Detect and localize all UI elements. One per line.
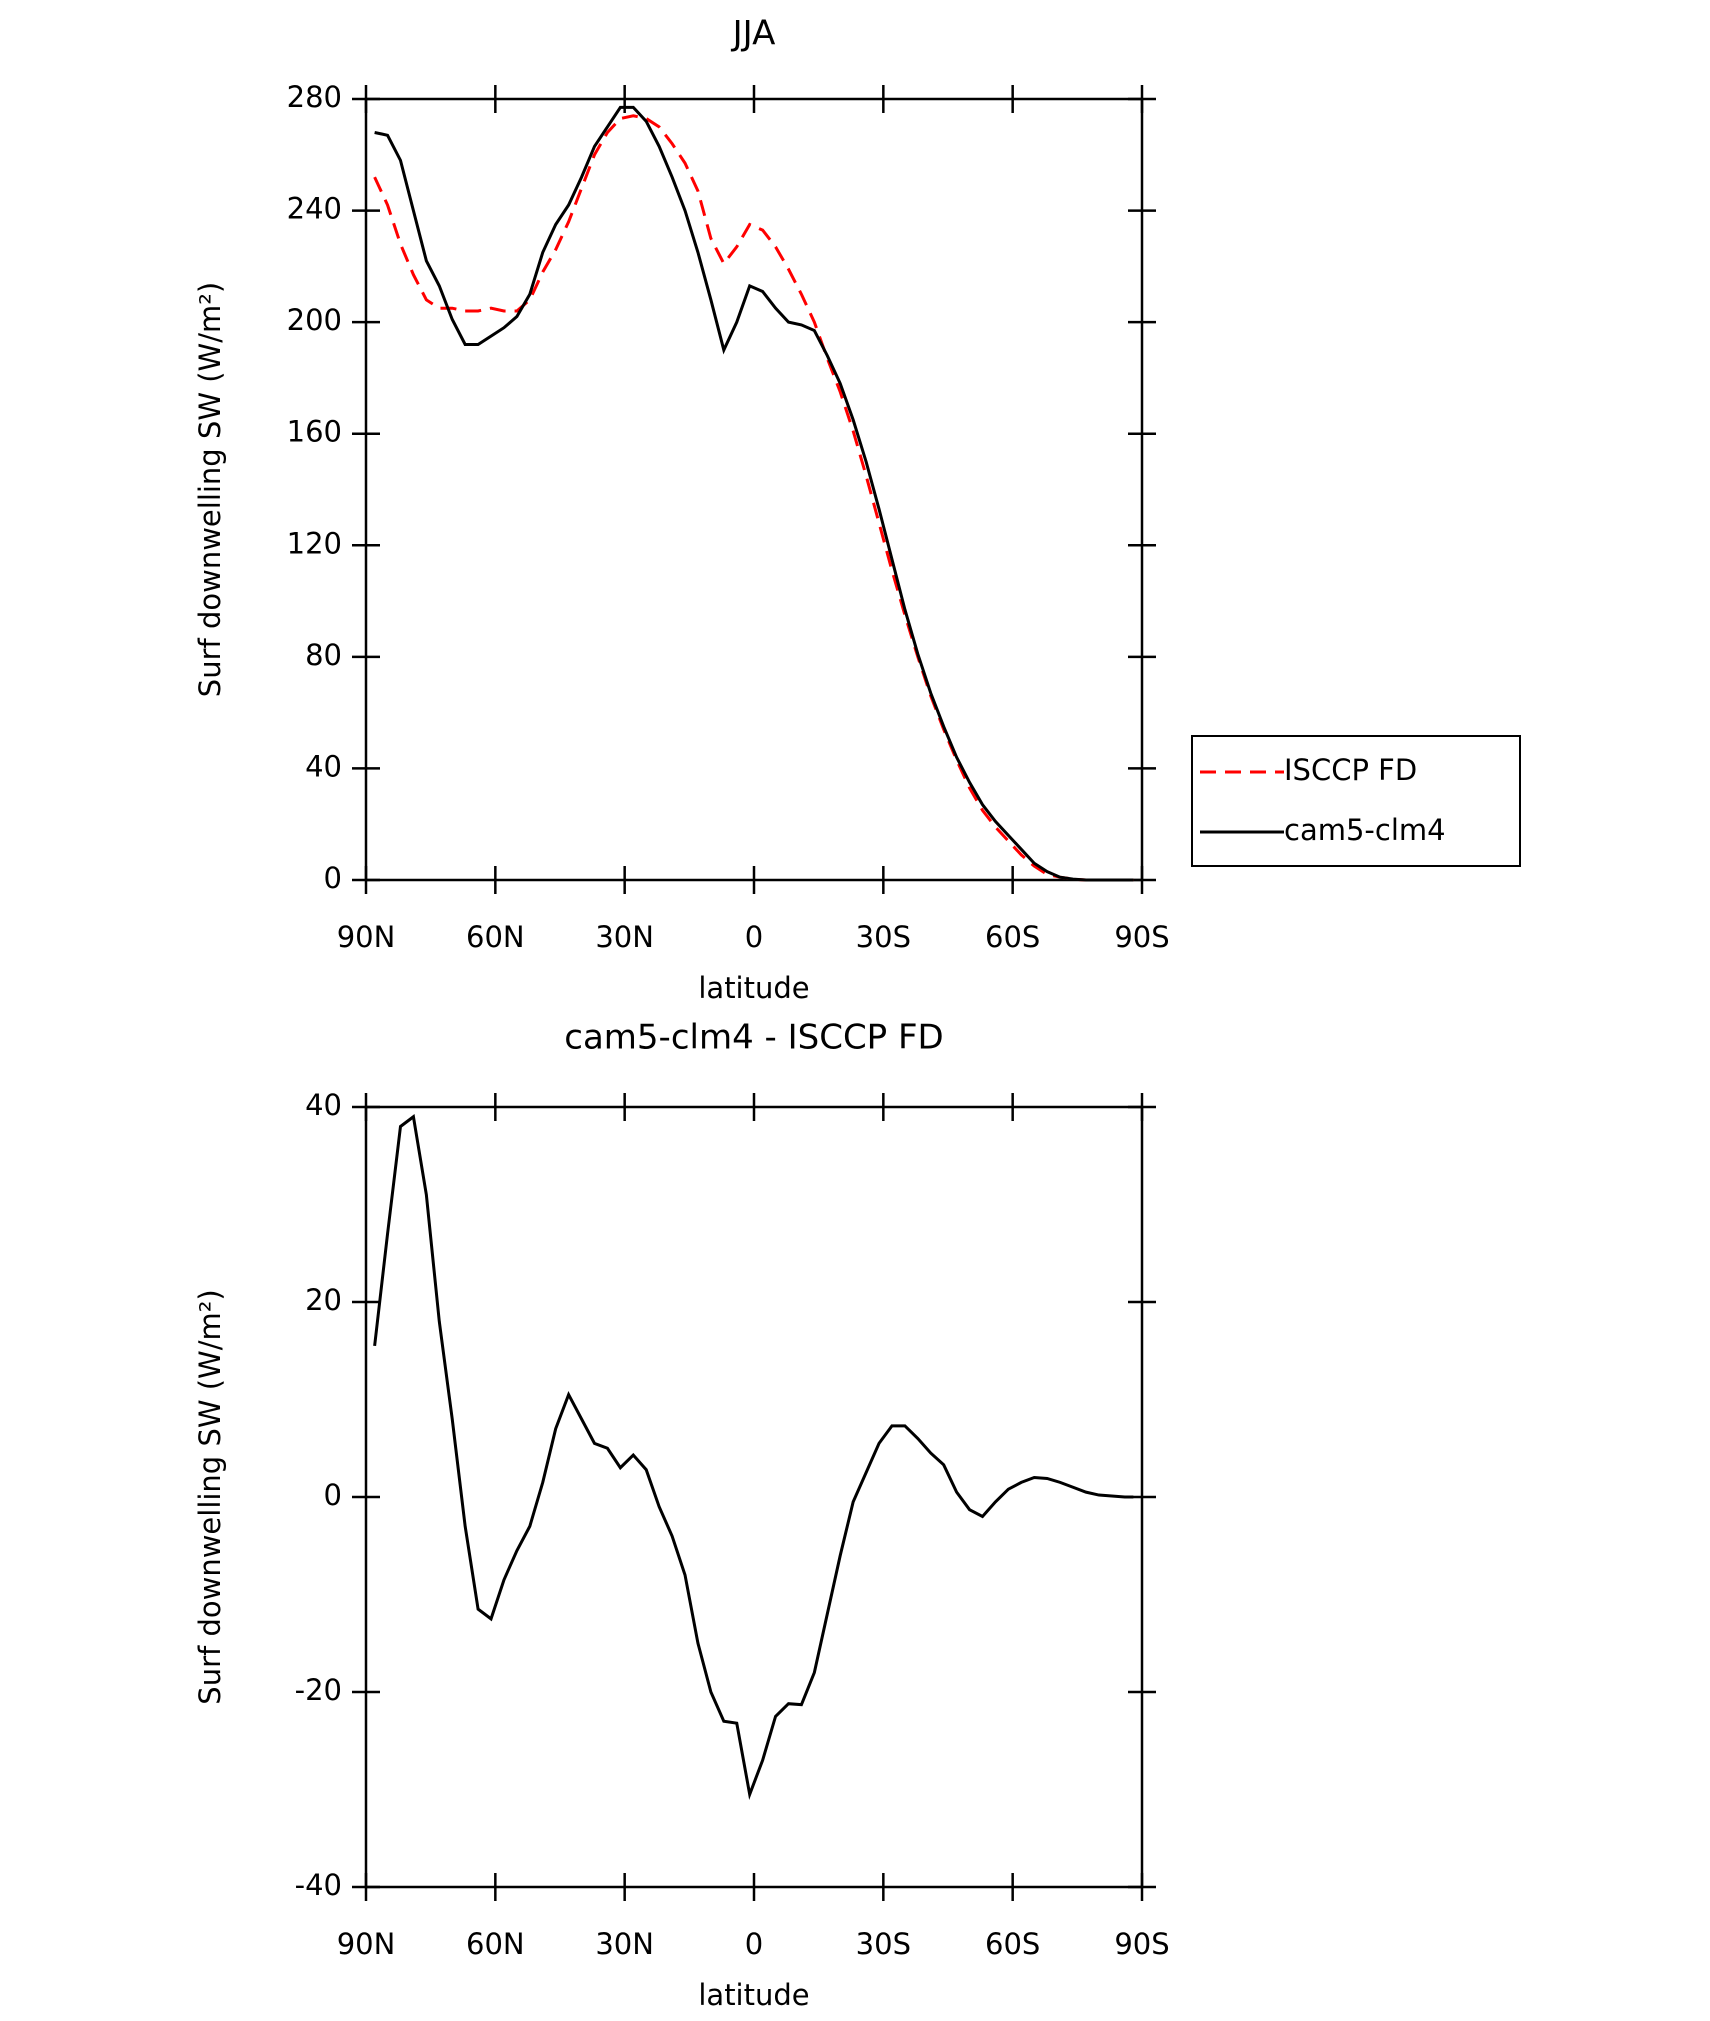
data-line: [373, 1114, 1134, 1800]
legend-label: cam5-clm4: [1284, 813, 1446, 847]
y-tick-label: 200: [287, 303, 342, 337]
x-tick-label: 0: [745, 1927, 763, 1961]
legend-box: [1191, 735, 1521, 867]
y-tick-label: 0: [324, 861, 342, 895]
x-tick-label: 60S: [985, 920, 1040, 954]
x-tick-label: 90N: [337, 1927, 396, 1961]
data-line: [374, 105, 1134, 882]
y-tick-label: 240: [287, 192, 342, 226]
y-tick-label: -20: [295, 1673, 342, 1707]
y-tick-label: -40: [295, 1868, 342, 1902]
plot-frame: [364, 97, 1144, 882]
x-tick-label: 0: [745, 920, 763, 954]
y-axis-label: Surf downwelling SW (W/m²): [193, 1289, 227, 1704]
chart-title: cam5-clm4 - ISCCP FD: [564, 1018, 943, 1058]
y-tick-label: 0: [324, 1478, 342, 1512]
y-tick-label: 40: [305, 749, 342, 783]
x-tick-label: 30S: [856, 1927, 911, 1961]
y-tick-label: 120: [287, 526, 342, 560]
chart-title: JJA: [731, 14, 776, 54]
x-tick-label: 60N: [466, 920, 525, 954]
data-line: [373, 114, 1134, 882]
x-tick-label: 60S: [985, 1927, 1040, 1961]
y-tick-label: 80: [305, 638, 342, 672]
x-tick-label: 60N: [466, 1927, 525, 1961]
y-tick-label: 160: [287, 415, 342, 449]
y-tick-label: 40: [305, 1088, 342, 1122]
plot-frame: [364, 1105, 1144, 1889]
x-axis-label: latitude: [698, 971, 809, 1005]
x-tick-label: 90S: [1114, 920, 1169, 954]
y-axis-label: Surf downwelling SW (W/m²): [193, 282, 227, 697]
y-tick-label: 280: [287, 80, 342, 114]
x-tick-label: 30N: [595, 1927, 654, 1961]
x-axis-label: latitude: [698, 1978, 809, 2012]
legend-label: ISCCP FD: [1284, 753, 1417, 787]
x-tick-label: 30N: [595, 920, 654, 954]
x-tick-label: 30S: [856, 920, 911, 954]
x-tick-label: 90S: [1114, 1927, 1169, 1961]
x-tick-label: 90N: [337, 920, 396, 954]
y-tick-label: 20: [305, 1283, 342, 1317]
